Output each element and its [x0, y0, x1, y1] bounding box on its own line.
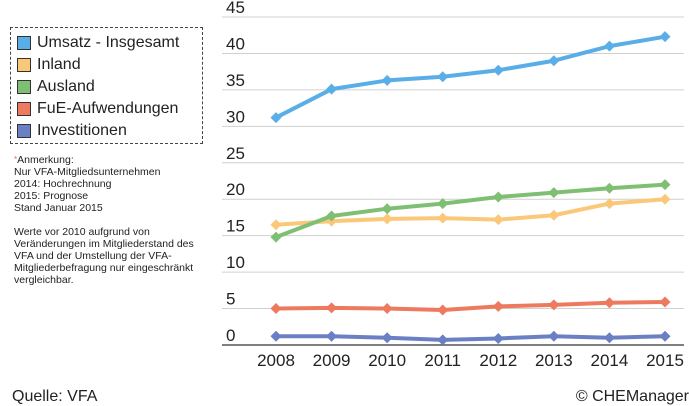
- legend-label: Inland: [37, 56, 81, 73]
- legend-item: Ausland: [17, 76, 196, 98]
- y-tick-label: 35: [226, 71, 245, 90]
- data-point: [492, 64, 504, 76]
- annotation-note: *Anmerkung: Nur VFA-Mitgliedsunternehmen …: [14, 154, 204, 298]
- series-line-ausland: [274, 182, 667, 240]
- series-group: [270, 31, 671, 346]
- data-point: [381, 303, 393, 315]
- series-umsatz-insgesamt: [270, 31, 671, 124]
- y-tick-label: 5: [226, 290, 235, 309]
- data-point: [381, 203, 393, 215]
- data-point: [659, 330, 671, 342]
- legend-item: Inland: [17, 54, 196, 76]
- data-point: [437, 334, 449, 346]
- data-point: [603, 297, 615, 309]
- legend-swatch: [17, 80, 31, 94]
- data-point: [659, 179, 671, 191]
- data-point: [603, 40, 615, 52]
- source-label: Quelle: VFA: [12, 388, 98, 405]
- legend: Umsatz - Insgesamt Inland Ausland FuE-Aufwe…: [10, 27, 203, 144]
- note-lines: Nur VFA-Mitgliedsunternehmen 2014: Hochr…: [14, 166, 161, 214]
- data-point: [548, 187, 560, 199]
- data-point: [381, 213, 393, 225]
- data-point: [326, 83, 338, 95]
- data-point: [548, 209, 560, 221]
- x-tick-label: 2012: [479, 351, 517, 370]
- data-point: [603, 332, 615, 344]
- data-point: [659, 296, 671, 308]
- x-tick-label: 2010: [368, 351, 406, 370]
- series-inland: [270, 193, 671, 231]
- data-point: [492, 214, 504, 226]
- gridlines: [222, 16, 684, 346]
- data-point: [270, 219, 282, 231]
- data-point: [548, 299, 560, 311]
- y-tick-label: 25: [226, 144, 245, 163]
- data-point: [326, 302, 338, 314]
- y-tick-label: 40: [226, 34, 245, 53]
- data-point: [603, 198, 615, 210]
- series-ausland: [270, 179, 671, 243]
- data-point: [492, 300, 504, 312]
- data-point: [492, 332, 504, 344]
- y-tick-label: 15: [226, 217, 245, 236]
- data-point: [270, 330, 282, 342]
- x-tick-label: 2011: [424, 351, 461, 370]
- x-tick-label: 2013: [535, 351, 573, 370]
- x-tick-label: 2008: [257, 351, 295, 370]
- x-axis-tick-labels: 2008 2009 2010 2011 2012 2013 2014 2015: [257, 351, 684, 370]
- x-tick-label: 2009: [313, 351, 351, 370]
- series-fue-aufwendungen: [270, 296, 671, 316]
- y-tick-label: 30: [226, 107, 245, 126]
- series-investitionen: [270, 330, 671, 346]
- series-line-fue-aufwendungen: [274, 299, 667, 313]
- legend-swatch: [17, 124, 31, 138]
- legend-item: FuE-Aufwendungen: [17, 98, 196, 120]
- series-line-investitionen: [274, 334, 667, 342]
- legend-swatch: [17, 58, 31, 72]
- legend-label: FuE-Aufwendungen: [37, 100, 179, 117]
- legend-label: Ausland: [37, 78, 95, 95]
- data-point: [659, 31, 671, 43]
- legend-swatch: [17, 102, 31, 116]
- note-marker: *: [14, 155, 18, 164]
- data-point: [270, 112, 282, 124]
- series-line-umsatz-insgesamt: [274, 34, 667, 120]
- data-point: [492, 191, 504, 203]
- data-point: [270, 303, 282, 315]
- y-tick-label: 10: [226, 253, 245, 272]
- note-heading: Anmerkung:: [17, 154, 74, 166]
- data-point: [270, 231, 282, 243]
- data-point: [659, 193, 671, 205]
- data-point: [381, 74, 393, 86]
- data-point: [326, 330, 338, 342]
- x-tick-label: 2015: [646, 351, 684, 370]
- x-tick-label: 2014: [591, 351, 629, 370]
- y-tick-label: 0: [226, 326, 235, 345]
- data-point: [326, 210, 338, 222]
- data-point: [437, 212, 449, 224]
- y-tick-label: 20: [226, 180, 245, 199]
- data-point: [437, 71, 449, 83]
- y-tick-label: 45: [226, 0, 245, 17]
- series-line-inland: [274, 197, 667, 227]
- data-point: [548, 55, 560, 67]
- copyright-label: © CHEManager: [575, 388, 689, 405]
- legend-item: Investitionen: [17, 120, 196, 142]
- y-axis-tick-labels: 0 5 10 15 20 25 30 35 40 45: [226, 0, 245, 345]
- legend-label: Investitionen: [37, 122, 127, 139]
- data-point: [381, 332, 393, 344]
- legend-item: Umsatz - Insgesamt: [17, 32, 196, 54]
- data-point: [437, 198, 449, 210]
- data-point: [548, 330, 560, 342]
- data-point: [437, 304, 449, 316]
- legend-label: Umsatz - Insgesamt: [37, 34, 180, 51]
- note-paragraph: Werte vor 2010 aufgrund von Veränderunge…: [14, 226, 194, 286]
- data-point: [603, 182, 615, 194]
- legend-swatch: [17, 36, 31, 50]
